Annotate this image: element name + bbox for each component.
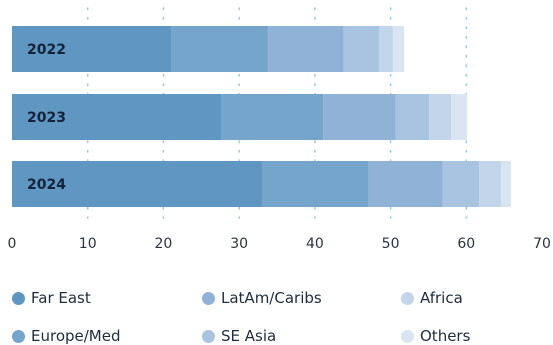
x-tick-label-10: 10 <box>79 236 97 252</box>
bar-2024-se-asia <box>442 161 480 207</box>
bar-2022-far-east <box>12 26 171 72</box>
bars <box>12 26 511 207</box>
legend-swatch <box>12 291 25 305</box>
bar-2022-latam-caribs <box>267 26 344 72</box>
legend-swatch <box>401 291 414 305</box>
legend-swatch <box>202 291 215 305</box>
legend-label: SE Asia <box>221 327 277 345</box>
bar-2024-others <box>501 161 511 207</box>
bar-2023-se-asia <box>395 94 430 140</box>
bar-2022-europe-med <box>171 26 268 72</box>
bar-2024-europe-med <box>262 161 369 207</box>
legend-swatch <box>202 329 215 343</box>
x-tick-label-0: 0 <box>8 236 17 252</box>
legend-item-others: Others <box>401 327 470 345</box>
bar-2023-others <box>451 94 468 140</box>
legend-swatch <box>12 329 25 343</box>
bar-2022-se-asia <box>343 26 380 72</box>
bar-2024-africa <box>479 161 502 207</box>
legend-item-africa: Africa <box>401 289 463 307</box>
bar-2023-far-east <box>12 94 222 140</box>
legend: Far East Europe/Med LatAm/Caribs SE Asia Afr… <box>0 282 553 345</box>
bar-2022-africa <box>379 26 393 72</box>
x-tick-label-60: 60 <box>457 236 475 252</box>
stacked-bar-chart: 2022 2023 2024 0 10 20 30 40 50 60 70 <box>8 7 551 252</box>
legend-item-se-asia: SE Asia <box>202 327 276 345</box>
bar-2023-europe-med <box>221 94 324 140</box>
bar-2022-others <box>392 26 405 72</box>
legend-label: Africa <box>420 289 463 307</box>
x-tick-label-40: 40 <box>306 236 324 252</box>
x-tick-label-30: 30 <box>230 236 248 252</box>
bar-2023-africa <box>429 94 452 140</box>
bar-2023-latam-caribs <box>323 94 396 140</box>
bar-2024-latam-caribs <box>368 161 443 207</box>
x-tick-label-50: 50 <box>382 236 400 252</box>
legend-item-europe-med: Europe/Med <box>12 327 121 345</box>
category-label-2024: 2024 <box>27 177 66 193</box>
category-label-2022: 2022 <box>27 42 66 58</box>
x-axis-ticks: 0 10 20 30 40 50 60 70 <box>8 236 551 252</box>
category-labels: 2022 2023 2024 <box>27 42 66 193</box>
bar-2024-far-east <box>12 161 263 207</box>
legend-label: Europe/Med <box>31 327 121 345</box>
legend-swatch <box>401 329 414 343</box>
x-tick-label-70: 70 <box>533 236 551 252</box>
legend-item-far-east: Far East <box>12 289 91 307</box>
legend-label: Others <box>420 327 471 345</box>
x-tick-label-20: 20 <box>155 236 173 252</box>
legend-label: LatAm/Caribs <box>221 289 322 307</box>
legend-label: Far East <box>31 289 91 307</box>
legend-item-latam-caribs: LatAm/Caribs <box>202 289 322 307</box>
category-label-2023: 2023 <box>27 110 66 126</box>
